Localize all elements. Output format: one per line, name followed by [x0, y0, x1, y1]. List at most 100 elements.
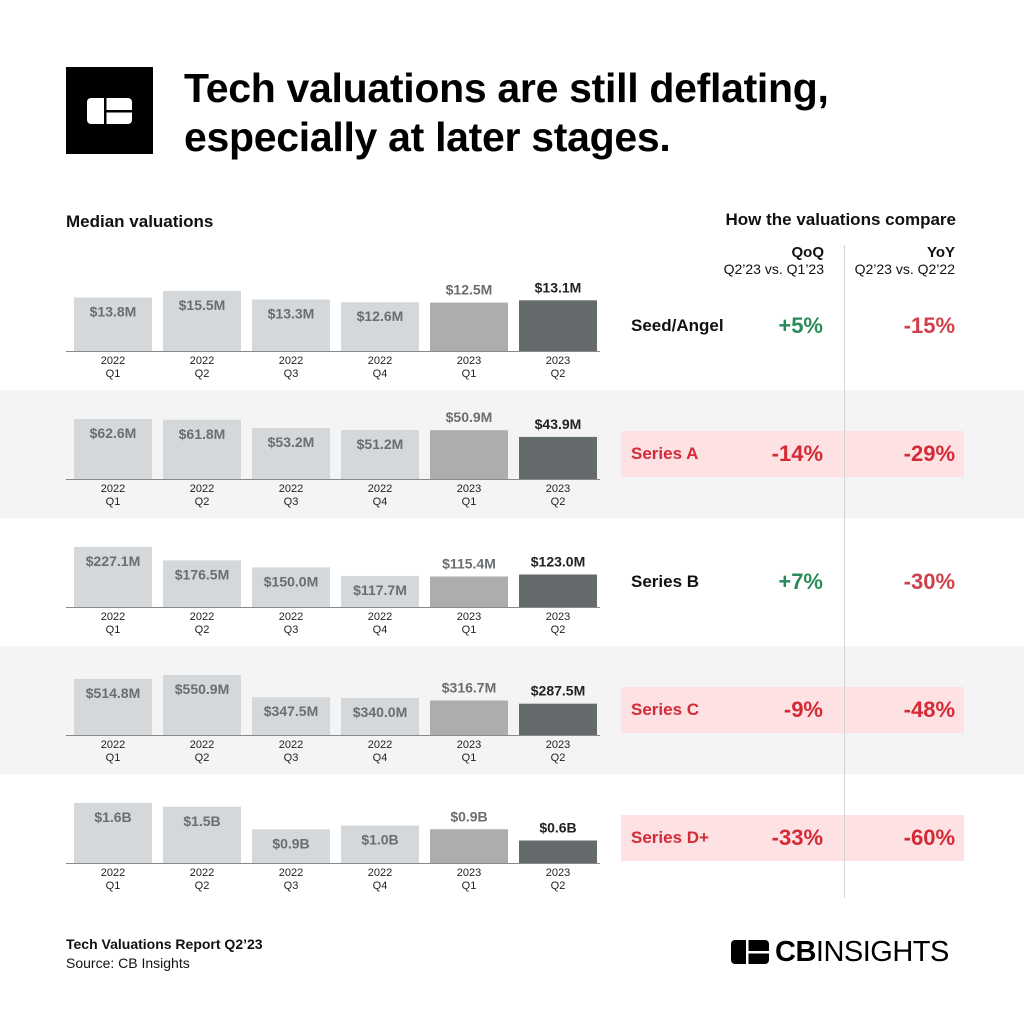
column-divider: [844, 245, 845, 898]
data-label: $53.2M: [268, 434, 315, 450]
bar: [519, 703, 597, 735]
bar: [74, 419, 152, 479]
stage-label: Series D+: [631, 828, 709, 847]
bar: [341, 825, 419, 863]
yoy-change: -15%: [903, 313, 955, 338]
data-label: $287.5M: [531, 683, 585, 699]
data-label: $62.6M: [90, 425, 137, 441]
bar: [519, 436, 597, 479]
x-tick-label: 2022: [279, 867, 303, 879]
data-label: $123.0M: [531, 554, 585, 570]
qoq-change: +7%: [778, 569, 823, 594]
bar: [163, 419, 241, 479]
logo-icon: [731, 940, 769, 964]
x-tick-label: Q4: [373, 624, 388, 636]
bar: [341, 429, 419, 479]
data-label: $51.2M: [357, 436, 404, 452]
bar: [430, 302, 508, 351]
x-tick-label: Q4: [373, 880, 388, 892]
data-label: $12.5M: [446, 282, 493, 298]
bar-chart-1: $62.6M2022Q1$61.8M2022Q2$53.2M2022Q3$51.…: [66, 409, 600, 508]
bar: [252, 829, 330, 863]
yoy-title: YoY: [926, 244, 955, 261]
x-tick-label: 2022: [190, 483, 214, 495]
bar-chart-4: $1.6B2022Q1$1.5B2022Q2$0.9B2022Q3$1.0B20…: [66, 803, 600, 892]
bar: [252, 697, 330, 735]
x-tick-label: 2022: [101, 739, 125, 751]
report-title: Tech Valuations Report Q2’23: [66, 936, 263, 952]
stage-label: Series A: [631, 444, 699, 463]
yoy-change: -60%: [903, 825, 955, 850]
x-tick-label: 2022: [101, 483, 125, 495]
x-tick-label: Q4: [373, 496, 388, 508]
data-label: $13.3M: [268, 306, 315, 322]
logo-icon: [87, 98, 132, 124]
brand-bold: CB: [775, 935, 816, 968]
x-tick-label: 2022: [368, 867, 392, 879]
data-label: $150.0M: [264, 573, 318, 589]
stage-label: Seed/Angel: [631, 316, 724, 335]
qoq-subtitle: Q2’23 vs. Q1’23: [723, 261, 824, 277]
x-tick-label: Q1: [462, 496, 477, 508]
x-tick-label: 2023: [457, 483, 481, 495]
x-tick-label: 2022: [279, 483, 303, 495]
bar: [519, 300, 597, 351]
x-tick-label: Q2: [195, 368, 210, 380]
x-tick-label: Q1: [462, 752, 477, 764]
title-line-1: Tech valuations are still deflating,: [184, 65, 829, 111]
data-label: $117.7M: [353, 582, 407, 598]
x-tick-label: Q3: [284, 368, 299, 380]
x-tick-label: Q4: [373, 368, 388, 380]
qoq-change: -9%: [783, 697, 823, 722]
bar-chart-2: $227.1M2022Q1$176.5M2022Q2$150.0M2022Q3$…: [66, 547, 600, 636]
yoy-column-header: YoY Q2’23 vs. Q2’22: [855, 244, 955, 278]
bar: [74, 803, 152, 863]
x-tick-label: 2023: [546, 739, 570, 751]
brand-wordmark: CBINSIGHTS: [775, 936, 949, 969]
x-tick-label: 2023: [457, 739, 481, 751]
yoy-change: -30%: [903, 569, 955, 594]
x-tick-label: 2023: [457, 867, 481, 879]
x-tick-label: 2023: [457, 611, 481, 623]
x-tick-label: Q2: [551, 496, 566, 508]
x-tick-label: 2022: [368, 739, 392, 751]
data-label: $316.7M: [442, 680, 496, 696]
x-tick-label: 2022: [368, 355, 392, 367]
x-tick-label: Q3: [284, 496, 299, 508]
data-label: $0.6B: [539, 820, 576, 836]
x-tick-label: 2022: [190, 739, 214, 751]
x-tick-label: 2023: [546, 611, 570, 623]
brand-light: INSIGHTS: [815, 935, 949, 968]
data-label: $1.5B: [183, 813, 220, 829]
x-tick-label: 2022: [368, 483, 392, 495]
stage-label: Series C: [631, 700, 700, 719]
x-tick-label: 2022: [190, 355, 214, 367]
x-tick-label: Q2: [551, 624, 566, 636]
x-tick-label: 2023: [546, 867, 570, 879]
title-line-2: especially at later stages.: [184, 114, 671, 160]
data-label: $340.0M: [353, 704, 407, 720]
x-tick-label: Q1: [462, 880, 477, 892]
bar-chart-0: $13.8M2022Q1$15.5M2022Q2$13.3M2022Q3$12.…: [66, 279, 600, 380]
highlight-row: [621, 815, 964, 861]
stage-label: Series B: [631, 572, 700, 591]
data-label: $0.9B: [450, 808, 487, 824]
x-tick-label: 2022: [190, 611, 214, 623]
x-tick-label: Q2: [551, 368, 566, 380]
x-tick-label: 2022: [279, 739, 303, 751]
bar: [252, 428, 330, 479]
x-tick-label: Q2: [195, 880, 210, 892]
data-label: $227.1M: [86, 553, 140, 569]
x-tick-label: 2022: [190, 867, 214, 879]
x-tick-label: Q2: [195, 624, 210, 636]
highlight-row: [621, 431, 964, 477]
bar: [341, 302, 419, 351]
bar: [163, 291, 241, 351]
bar: [519, 574, 597, 607]
x-tick-label: Q3: [284, 752, 299, 764]
x-tick-label: Q2: [195, 496, 210, 508]
x-tick-label: Q1: [462, 368, 477, 380]
bar: [74, 547, 152, 607]
data-label: $1.6B: [94, 809, 131, 825]
qoq-change: +5%: [778, 313, 823, 338]
